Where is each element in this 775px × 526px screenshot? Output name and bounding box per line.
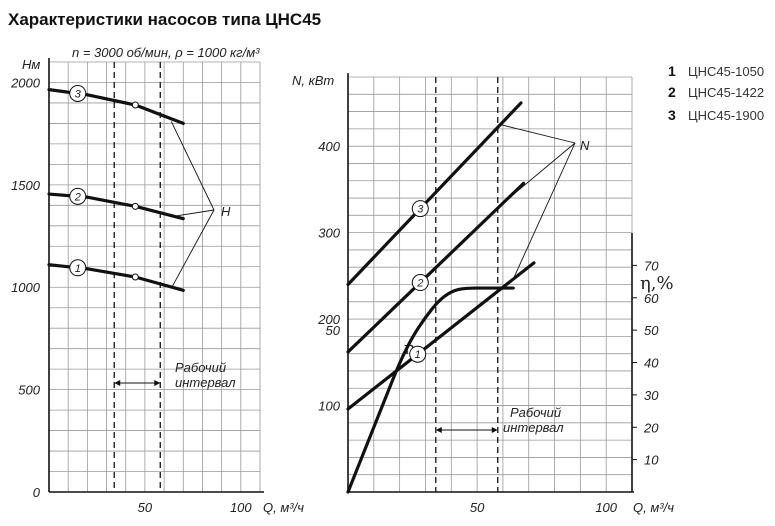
- efficiency-curve-label: η: [404, 338, 415, 359]
- curve-leader-line: [171, 209, 215, 218]
- head-curve-3: [47, 88, 185, 126]
- head-chart-marks: 3 2 1: [47, 62, 215, 492]
- y-tick-label: 200: [317, 312, 340, 327]
- rated-point: [131, 273, 139, 281]
- head-chart-grid: [48, 58, 264, 493]
- head-chart: n = 3000 об/мин, ρ = 1000 кг/м³ Нм Q, м³…: [10, 45, 304, 515]
- efficiency-tick-label: 60: [644, 291, 659, 306]
- efficiency-tick-label: 50: [644, 323, 659, 338]
- x-tick-label: 50: [470, 500, 485, 515]
- efficiency-axis-label: η,%: [640, 273, 674, 294]
- efficiency-curve: [346, 286, 515, 494]
- head-chart-ticks: 0 500 1000 1500 2000 50 100: [10, 75, 252, 515]
- curve-leader-line: [502, 142, 576, 204]
- head-curve-label: H: [221, 204, 231, 219]
- curve-leader-line: [512, 142, 576, 280]
- series-marker-number: 1: [415, 349, 421, 361]
- series-marker-circle: [69, 187, 87, 205]
- x-tick-label: 100: [230, 500, 252, 515]
- work-range-arrowhead: [114, 380, 121, 386]
- power-chart-ylabel: N, кВт: [292, 73, 334, 88]
- y-tick-label: 1000: [11, 280, 41, 295]
- y-tick-label: 1500: [11, 178, 41, 193]
- efficiency-tick-label: 70: [644, 258, 659, 273]
- rated-point: [131, 202, 139, 210]
- series-marker-number: 2: [74, 191, 81, 203]
- figure-title: Характеристики насосов типа ЦНС45: [8, 10, 321, 29]
- curve-leader-line: [500, 124, 576, 144]
- power-chart-marks: 3 2 1: [346, 77, 576, 494]
- efficiency-left-tick-label: 50: [326, 323, 341, 338]
- power-chart-xlabel: Q, м³/ч: [633, 500, 674, 515]
- efficiency-tick-label: 40: [644, 356, 659, 371]
- work-range-arrowhead: [491, 427, 498, 433]
- series-marker-circle: [411, 200, 429, 218]
- x-tick-label: 50: [138, 500, 153, 515]
- head-work-range-label-1: Рабочий: [175, 360, 226, 375]
- y-tick-label: 0: [33, 485, 41, 500]
- y-tick-label: 400: [318, 139, 340, 154]
- power-work-range-label-1: Рабочий: [510, 405, 561, 420]
- rated-point: [131, 101, 139, 109]
- series-marker-number: 3: [417, 204, 424, 216]
- legend-number-3: 3: [668, 107, 676, 123]
- x-tick-label: 100: [595, 500, 617, 515]
- y-tick-label: 300: [318, 226, 340, 241]
- series-marker-circle: [411, 274, 429, 292]
- power-work-range-label-2: интервал: [503, 420, 564, 435]
- work-range-arrowhead: [435, 427, 442, 433]
- legend-label-2: ЦНС45-1422: [688, 85, 764, 100]
- legend-label-1: ЦНС45-1050: [688, 64, 764, 79]
- series-marker-number: 3: [75, 88, 82, 100]
- series-marker-circle: [69, 259, 87, 277]
- head-chart-subtitle: n = 3000 об/мин, ρ = 1000 кг/м³: [72, 45, 260, 60]
- head-chart-ylabel: Нм: [22, 57, 40, 72]
- series-marker-circle: [409, 345, 427, 363]
- work-range-arrowhead: [154, 380, 161, 386]
- series-marker-number: 2: [416, 278, 423, 290]
- head-curve-2: [47, 192, 185, 221]
- head-work-range-label-2: интервал: [175, 375, 236, 390]
- legend-number-2: 2: [668, 84, 676, 100]
- series-marker-number: 1: [75, 263, 81, 275]
- curve-leader-line: [170, 209, 215, 289]
- legend-number-1: 1: [668, 63, 676, 79]
- legend-label-3: ЦНС45-1900: [688, 108, 764, 123]
- power-chart-ticks: 100 200 300 400 50 100 10 20 30 40 50 60 70 50: [317, 139, 659, 515]
- y-tick-label: 100: [318, 399, 340, 414]
- legend: 1 ЦНС45-1050 2 ЦНС45-1422 3 ЦНС45-1900: [668, 63, 764, 123]
- head-curve-1: [47, 263, 185, 292]
- power-curve-2: [346, 181, 526, 354]
- power-curve-3: [346, 101, 523, 287]
- efficiency-tick-label: 10: [644, 453, 659, 468]
- y-tick-label: 500: [18, 383, 40, 398]
- head-chart-xlabel: Q, м³/ч: [263, 500, 304, 515]
- power-efficiency-chart: N, кВт Q, м³/ч η,% Рабочий интервал N η …: [292, 73, 674, 515]
- power-curve-label: N: [580, 138, 590, 153]
- efficiency-tick-label: 20: [643, 420, 659, 435]
- curve-leader-line: [170, 121, 215, 211]
- y-tick-label: 2000: [10, 75, 41, 90]
- series-marker-circle: [69, 84, 87, 102]
- efficiency-tick-label: 30: [644, 388, 659, 403]
